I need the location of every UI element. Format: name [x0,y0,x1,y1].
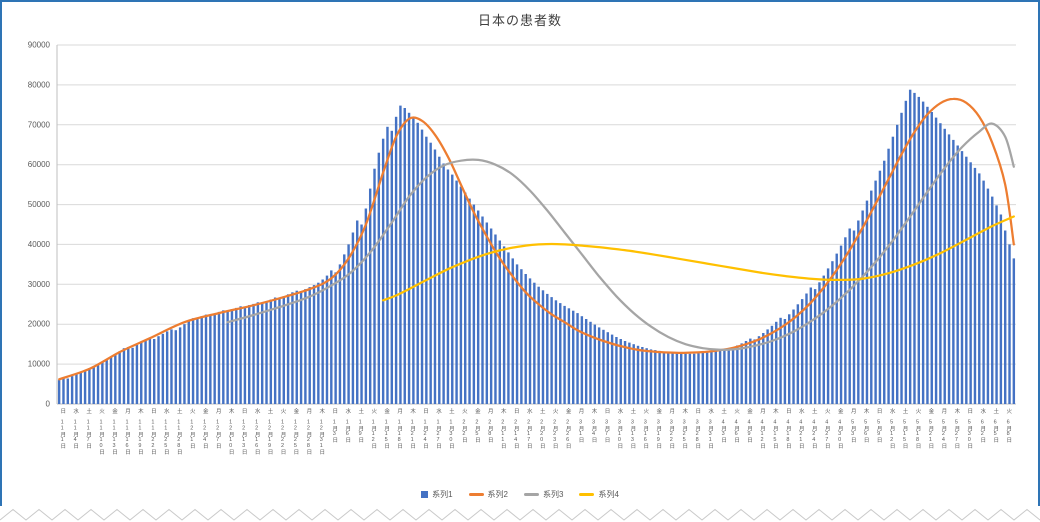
y-axis-tick-label: 50000 [28,200,51,209]
legend-label: 系列3 [543,490,564,499]
y-axis-tick-label: 90000 [28,41,51,50]
legend-label: 系列1 [432,490,453,499]
line-series-系列3 [226,122,1015,351]
legend-marker-line [468,493,484,496]
legend-marker-line [524,493,539,496]
y-axis-tick-label: 10000 [28,360,51,369]
legend-item-系列2[interactable]: 系列2 [468,489,508,500]
legend-label: 系列2 [487,490,508,499]
y-axis-tick-label: 40000 [28,240,51,249]
legend[interactable]: 系列1 系列2 系列3 系列4 [0,489,1040,500]
y-axis-tick-label: 0 [46,400,51,409]
y-axis-tick-label: 60000 [28,160,51,169]
bar-series [57,89,1016,405]
legend-marker-line [579,493,595,496]
chart-title: 日本の患者数 [477,13,562,28]
line-series-系列4 [381,215,1015,302]
y-axis-tick-label: 20000 [28,320,51,329]
legend-marker-square [421,491,429,498]
legend-item-系列3[interactable]: 系列3 [524,489,563,500]
legend-label: 系列4 [598,490,619,499]
bottom-zigzag-decoration [0,506,1040,522]
y-axis-tick-label: 30000 [28,280,51,289]
y-axis-tick-label: 70000 [28,120,51,129]
line-series-系列2 [58,97,1015,381]
legend-item-系列4[interactable]: 系列4 [579,489,619,500]
y-axis-tick-label: 80000 [28,80,51,89]
legend-item-系列1[interactable]: 系列1 [421,489,453,500]
